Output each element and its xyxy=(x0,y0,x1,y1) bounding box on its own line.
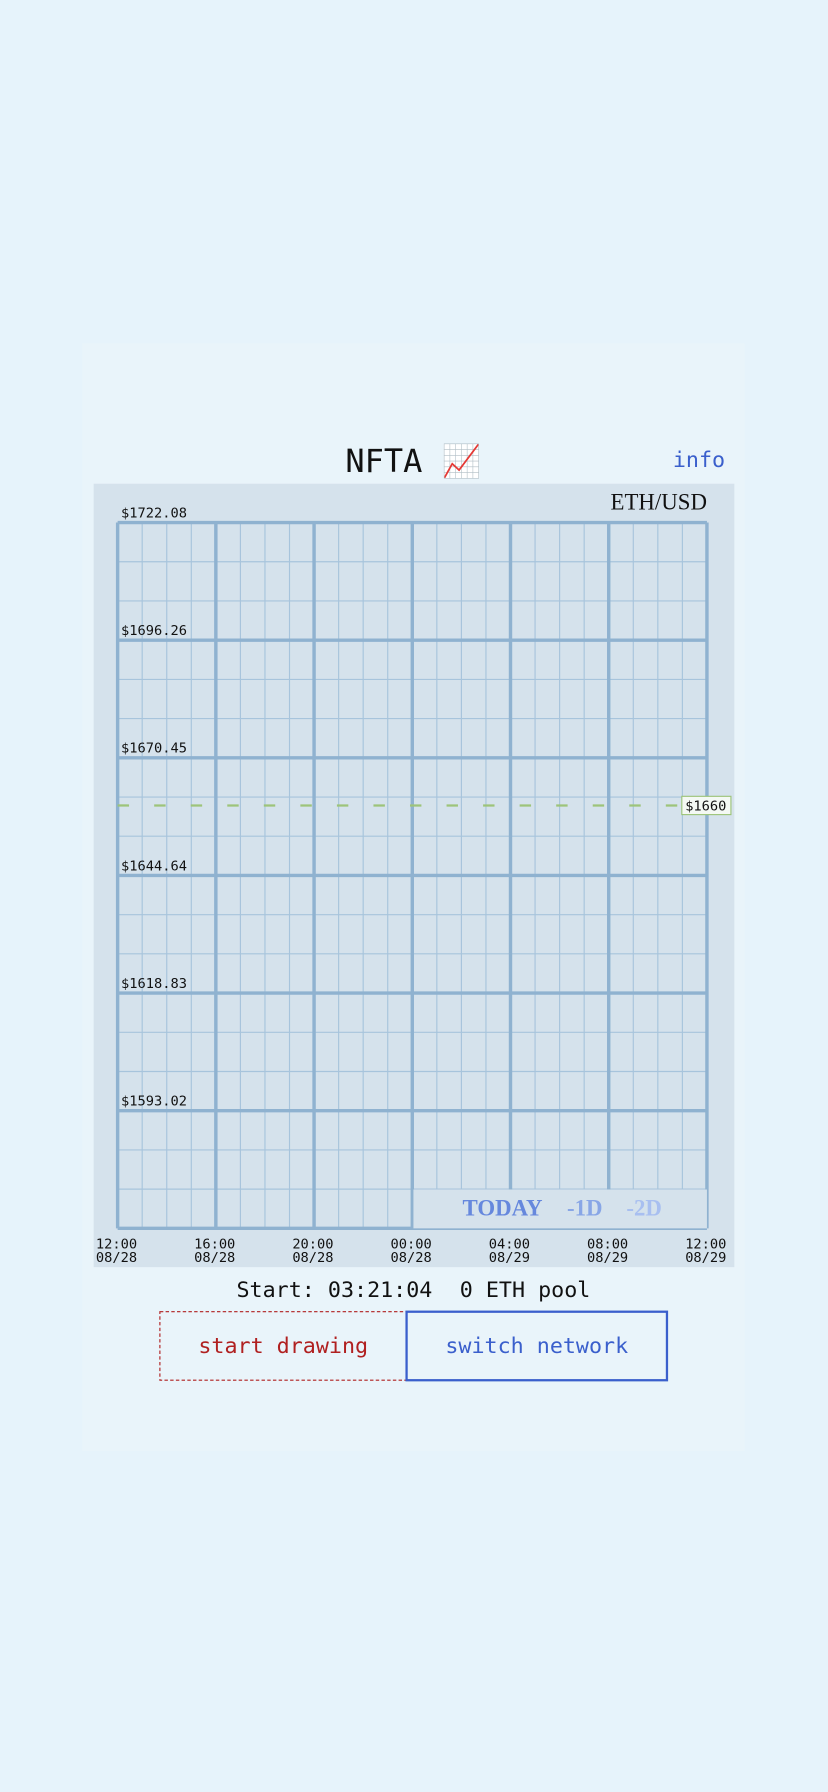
y-tick-label: $1593.02 xyxy=(121,1094,187,1110)
y-tick-label: $1644.64 xyxy=(121,858,187,874)
range-option[interactable]: -2D xyxy=(626,1195,662,1220)
x-tick-time: 20:00 xyxy=(292,1236,333,1252)
range-option[interactable]: TODAY xyxy=(463,1195,543,1220)
x-tick-date: 08/29 xyxy=(685,1250,726,1266)
range-option[interactable]: -1D xyxy=(567,1195,603,1220)
switch-network-button[interactable] xyxy=(405,1310,669,1382)
x-tick-time: 00:00 xyxy=(391,1236,432,1252)
x-tick-date: 08/28 xyxy=(96,1250,137,1266)
range-box xyxy=(413,1189,707,1229)
x-tick-date: 08/29 xyxy=(489,1250,530,1266)
labels: 12:0008/2816:0008/2820:0008/2800:0008/28… xyxy=(96,505,732,1266)
pair-label: ETH/USD xyxy=(611,490,707,515)
x-tick-time: 04:00 xyxy=(489,1236,530,1252)
x-tick-date: 08/28 xyxy=(391,1250,432,1266)
app-title: NFTA 📈 xyxy=(345,442,481,480)
x-tick-date: 08/28 xyxy=(194,1250,235,1266)
y-tick-label: $1722.08 xyxy=(121,505,187,521)
pool: 0 ETH pool xyxy=(460,1278,591,1303)
y-tick-label: $1696.26 xyxy=(121,623,187,639)
price-tag-label: $1660 xyxy=(685,799,726,815)
info-link[interactable]: info xyxy=(673,448,725,473)
y-tick-label: $1618.83 xyxy=(121,976,187,992)
start-time: Start: 03:21:04 xyxy=(237,1278,433,1303)
price-tag xyxy=(681,795,732,816)
y-tick-label: $1670.45 xyxy=(121,741,187,757)
status: Start: 03:21:04 0 ETH pool xyxy=(237,1278,591,1303)
x-tick-time: 12:00 xyxy=(685,1236,726,1252)
x-tick-time: 12:00 xyxy=(96,1236,137,1252)
x-tick-date: 08/28 xyxy=(292,1250,333,1266)
start-drawing-label[interactable]: start drawing xyxy=(198,1334,368,1359)
grid xyxy=(115,520,709,1231)
x-tick-date: 08/29 xyxy=(587,1250,628,1266)
x-tick-time: 08:00 xyxy=(587,1236,628,1252)
switch-network-label[interactable]: switch network xyxy=(445,1334,628,1359)
x-tick-time: 16:00 xyxy=(194,1236,235,1252)
